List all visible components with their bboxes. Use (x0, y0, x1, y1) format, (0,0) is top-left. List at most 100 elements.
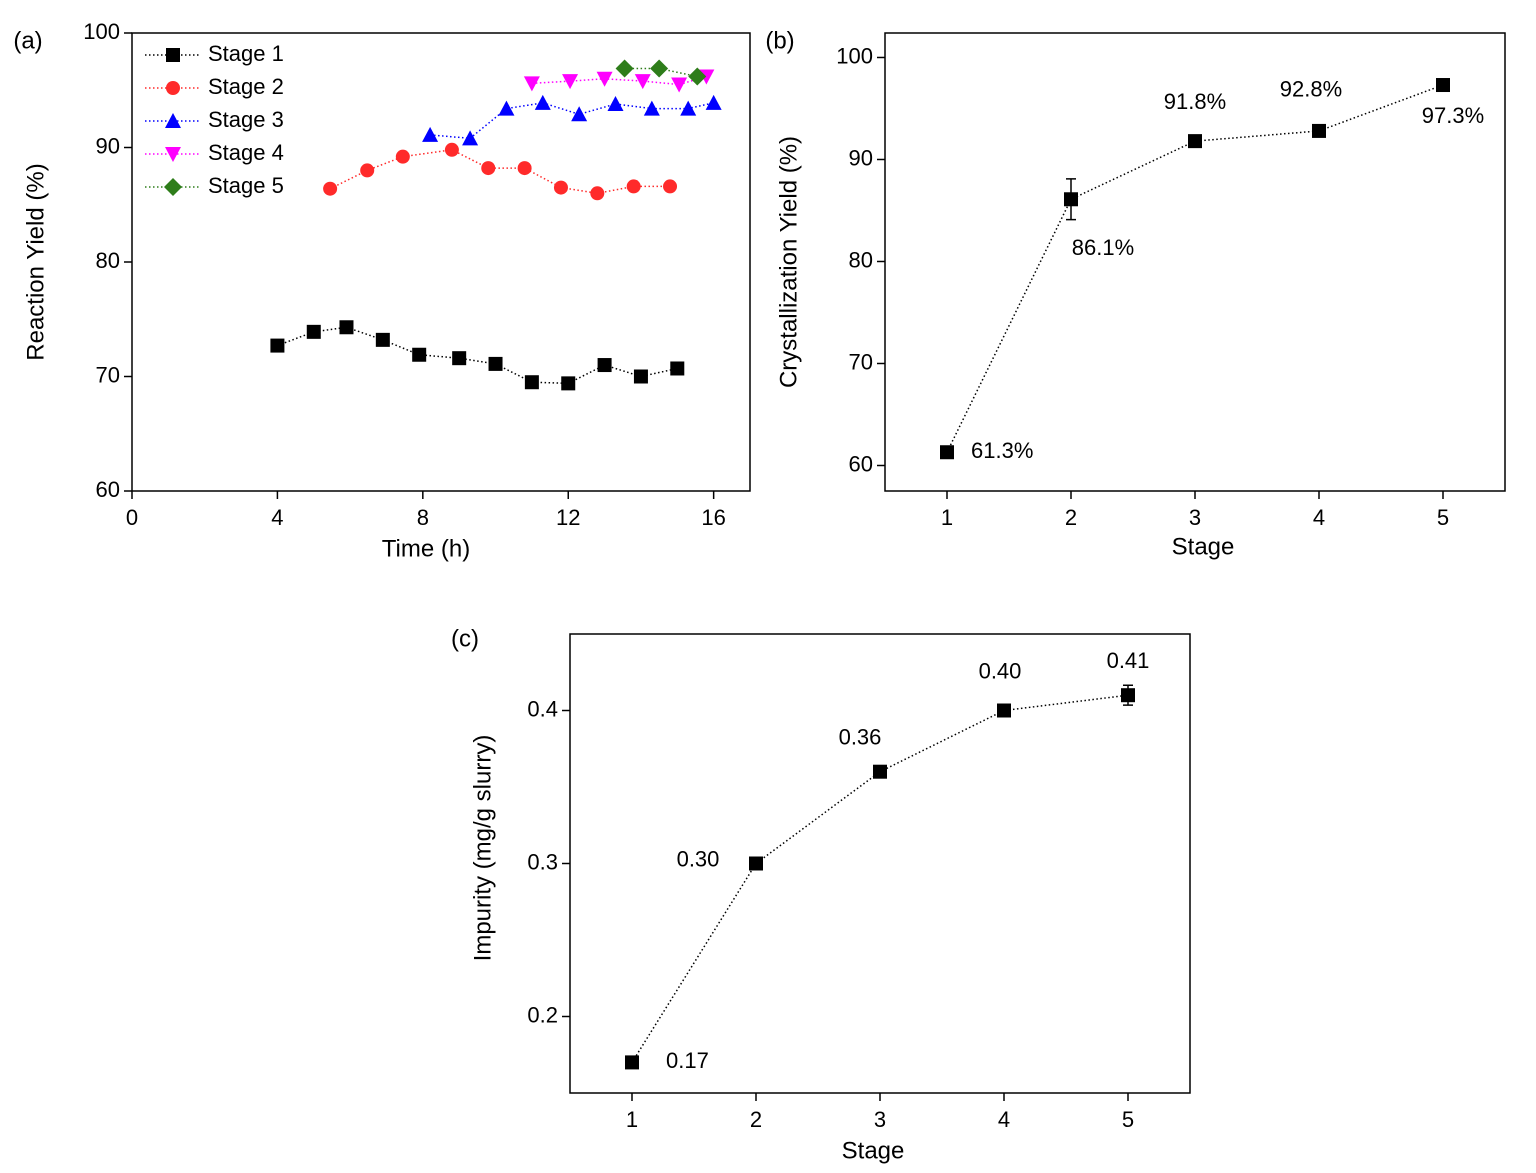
x-tick-label: 4 (1313, 505, 1325, 530)
y-tick-label: 0.3 (527, 849, 558, 874)
marker (571, 106, 588, 122)
x-tick-label: 5 (1122, 1107, 1134, 1132)
marker (688, 67, 707, 86)
marker (422, 126, 439, 142)
marker (395, 149, 410, 164)
marker (670, 361, 685, 376)
marker (634, 74, 651, 90)
x-axis-title: Stage (1172, 533, 1235, 560)
marker (375, 332, 390, 347)
marker (607, 95, 624, 111)
data-label: 0.30 (677, 846, 720, 871)
legend-label: Stage 1 (208, 41, 284, 66)
y-axis-title: Crystallization Yield (%) (775, 136, 802, 388)
x-tick-label: 12 (556, 505, 580, 530)
x-axis-title: Stage (842, 1137, 905, 1164)
marker (523, 76, 540, 92)
marker (749, 856, 763, 871)
marker (705, 94, 722, 110)
marker (517, 161, 532, 176)
x-axis-title: Time (h) (382, 535, 470, 562)
legend-marker (165, 147, 181, 162)
marker (553, 180, 568, 195)
series-line (624, 67, 698, 78)
y-tick-label: 60 (96, 477, 120, 502)
marker (625, 1055, 639, 1070)
marker (650, 59, 669, 78)
marker (1188, 134, 1202, 149)
plot-frame (131, 32, 751, 492)
x-tick-label: 3 (1189, 505, 1201, 530)
marker (1312, 123, 1326, 138)
data-label: 86.1% (1072, 235, 1134, 260)
y-axis-title: Reaction Yield (%) (22, 163, 49, 360)
legend-label: Stage 2 (208, 74, 284, 99)
x-tick-label: 4 (998, 1107, 1010, 1132)
y-tick-label: 70 (96, 362, 120, 387)
x-tick-label: 5 (1437, 505, 1449, 530)
marker (561, 376, 576, 391)
legend-marker (165, 113, 181, 128)
data-label: 0.36 (839, 725, 882, 750)
marker (339, 320, 354, 335)
marker (562, 74, 579, 90)
legend-marker (166, 48, 180, 62)
marker (1121, 688, 1135, 703)
legend-label: Stage 3 (208, 107, 284, 132)
panel-label: (a) (13, 27, 42, 54)
marker (597, 358, 612, 373)
marker (596, 71, 613, 87)
marker (306, 324, 321, 339)
panel-label: (c) (451, 625, 479, 652)
marker (940, 445, 954, 460)
y-tick-label: 0.2 (527, 1002, 558, 1027)
legend-label: Stage 5 (208, 173, 284, 198)
x-tick-label: 16 (701, 505, 725, 530)
y-tick-label: 90 (96, 133, 120, 158)
marker (590, 186, 605, 201)
panel-label: (b) (765, 27, 794, 54)
marker (643, 100, 660, 116)
y-tick-label: 70 (849, 349, 873, 374)
marker (524, 375, 539, 390)
marker (534, 94, 551, 110)
marker (1064, 192, 1078, 207)
marker (671, 77, 688, 93)
marker (663, 179, 678, 194)
marker (498, 100, 515, 116)
legend-marker (166, 81, 180, 95)
x-tick-label: 0 (126, 505, 138, 530)
marker (680, 100, 697, 116)
marker (360, 163, 375, 178)
marker (1436, 78, 1450, 93)
data-label: 0.41 (1107, 648, 1150, 673)
x-tick-label: 8 (417, 505, 429, 530)
data-label: 91.8% (1164, 89, 1226, 114)
x-tick-label: 3 (874, 1107, 886, 1132)
legend-marker (164, 178, 182, 196)
data-label: 97.3% (1422, 103, 1484, 128)
x-tick-label: 2 (750, 1107, 762, 1132)
x-tick-label: 1 (941, 505, 953, 530)
series-line (631, 694, 1129, 1063)
marker (488, 356, 503, 371)
series-line (277, 326, 678, 385)
legend-label: Stage 4 (208, 140, 284, 165)
marker (323, 181, 338, 196)
x-tick-label: 1 (626, 1107, 638, 1132)
marker (626, 179, 641, 194)
marker (481, 161, 496, 176)
y-tick-label: 80 (96, 248, 120, 273)
y-tick-label: 80 (849, 247, 873, 272)
y-tick-label: 0.4 (527, 696, 558, 721)
series-line (329, 149, 671, 195)
marker (873, 764, 887, 779)
plot-frame (569, 633, 1191, 1094)
data-label: 61.3% (971, 438, 1033, 463)
data-label: 92.8% (1280, 77, 1342, 102)
series-line (430, 102, 714, 140)
data-label: 0.17 (666, 1048, 709, 1073)
marker (412, 347, 427, 362)
marker (997, 703, 1011, 718)
